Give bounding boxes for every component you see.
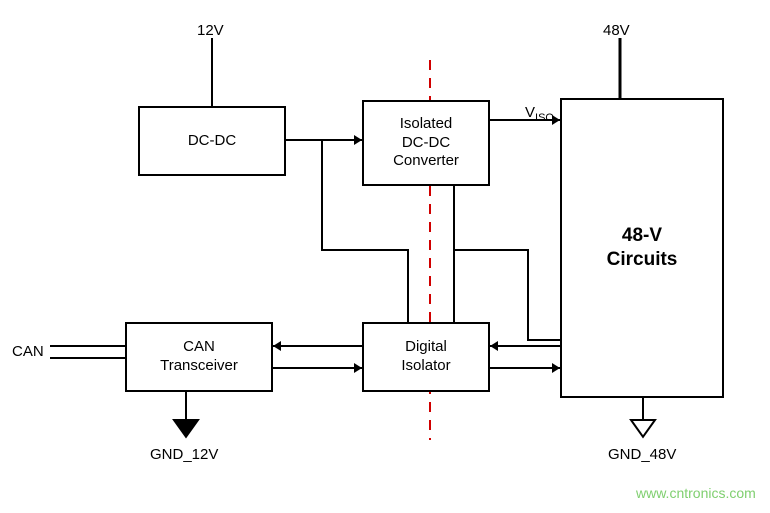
label-gnd48: GND_48V (608, 446, 676, 463)
block-iso_dcdc-label: Isolated DC-DC Converter (393, 115, 459, 171)
block-can_xcvr-label: CAN Transceiver (160, 338, 238, 376)
block-ckts48v-label: 48-V Circuits (607, 224, 678, 272)
block-dcdc: DC-DC (138, 106, 286, 176)
watermark: www.cntronics.com (636, 485, 756, 501)
label-gnd12: GND_12V (150, 446, 218, 463)
block-ckts48v: 48-V Circuits (560, 98, 724, 398)
gnd-48v-symbol (631, 420, 655, 437)
block-dcdc-label: DC-DC (188, 132, 236, 151)
gnd-12v-symbol (174, 420, 198, 437)
label-can: CAN (12, 343, 44, 360)
label-v48: 48V (603, 22, 630, 39)
block-dig_iso-label: Digital Isolator (401, 338, 450, 376)
block-dig_iso: Digital Isolator (362, 322, 490, 392)
block-iso_dcdc: Isolated DC-DC Converter (362, 100, 490, 186)
label-v12: 12V (197, 22, 224, 39)
label-viso: VISO (525, 104, 554, 124)
block-can_xcvr: CAN Transceiver (125, 322, 273, 392)
